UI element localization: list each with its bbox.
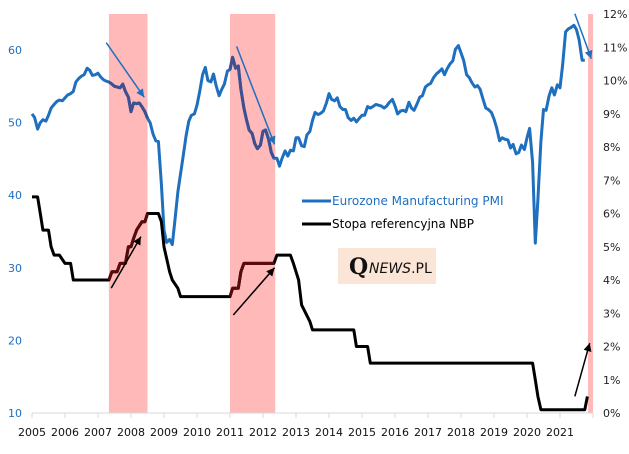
x-tick-label: 2018: [447, 426, 475, 439]
x-tick-label: 2017: [414, 426, 442, 439]
x-tick-label: 2007: [84, 426, 112, 439]
y-right-tick-label: 2%: [603, 341, 620, 354]
arrow-line: [232, 267, 276, 316]
arrow-head: [133, 236, 141, 246]
highlight-band-2: [588, 14, 593, 413]
arrow-head: [584, 49, 593, 59]
legend-label-nbp: Stopa referencyjna NBP: [332, 217, 474, 231]
y-right-tick-label: 5%: [603, 241, 620, 254]
x-tick-label: 2020: [513, 426, 541, 439]
x-tick-label: 2013: [282, 426, 310, 439]
y-right-tick-label: 4%: [603, 274, 620, 287]
x-tick-label: 2009: [150, 426, 178, 439]
arrow-line: [574, 342, 591, 397]
x-tick-label: 2012: [249, 426, 277, 439]
pmi-line-highlight: [108, 80, 149, 119]
x-tick-label: 2015: [348, 426, 376, 439]
nbp-line: [32, 195, 589, 412]
annotation-arrows: [105, 13, 593, 397]
x-tick-label: 2019: [480, 426, 508, 439]
y-left-tick-label: 60: [8, 44, 22, 57]
pmi-line-highlight: [228, 55, 276, 159]
logo-q: Q: [349, 254, 369, 280]
logo-pl: .PL: [411, 261, 432, 277]
qnews-logo: [338, 248, 436, 284]
x-tick-label: 2008: [117, 426, 145, 439]
y-right-tick-label: 9%: [603, 108, 620, 121]
arrow-line: [105, 42, 145, 98]
x-ticks: 2005 2006 2007 2008 2009 2010 2011 2012 2013 2014…: [18, 413, 594, 439]
x-tick-label: 2010: [183, 426, 211, 439]
y-right-tick-label: 3%: [603, 307, 620, 320]
y-axis-right: 0% 1% 2% 3% 4% 5% 6% 7% 8% 9% 10% 11% 12%: [603, 8, 627, 420]
arrow-head: [267, 135, 276, 145]
y-right-tick-label: 7%: [603, 174, 620, 187]
x-tick-label: 2011: [216, 426, 244, 439]
x-tick-label: 2021: [546, 426, 574, 439]
y-left-tick-label: 50: [8, 117, 22, 130]
nbp-line-highlight: [228, 261, 274, 298]
y-left-tick-label: 30: [8, 262, 22, 275]
x-tick-label: 2006: [51, 426, 79, 439]
legend: Eurozone Manufacturing PMI Stopa referen…: [302, 194, 503, 231]
y-left-tick-label: 40: [8, 189, 22, 202]
y-left-tick-label: 10: [8, 407, 22, 420]
arrow-line: [110, 236, 142, 289]
y-right-tick-label: 10%: [603, 75, 627, 88]
y-right-tick-label: 1%: [603, 374, 620, 387]
arrow-head: [583, 343, 592, 352]
highlight-band-1: [230, 14, 276, 413]
x-tick-label: 2016: [381, 426, 409, 439]
highlight-bands: [108, 14, 593, 413]
y-right-tick-label: 0%: [603, 407, 620, 420]
y-right-tick-label: 11%: [603, 41, 627, 54]
series-lines: [30, 23, 589, 412]
x-tick-label: 2014: [315, 426, 343, 439]
highlight-band-0: [108, 14, 148, 413]
y-right-tick-label: 6%: [603, 208, 620, 221]
y-right-tick-label: 8%: [603, 141, 620, 154]
arrow-head: [266, 267, 275, 277]
y-right-tick-label: 12%: [603, 8, 627, 21]
y-left-tick-label: 20: [8, 334, 22, 347]
x-tick-label: 2005: [18, 426, 46, 439]
arrow-head: [136, 88, 145, 98]
y-axis-left: 10 20 30 40 50 60: [8, 44, 22, 420]
logo-news: NEWS: [369, 261, 412, 277]
arrow-line: [235, 46, 276, 145]
nbp-line-highlight: [107, 213, 149, 281]
legend-label-pmi: Eurozone Manufacturing PMI: [332, 194, 503, 208]
logo-text: NEWS.PL: [369, 261, 432, 277]
